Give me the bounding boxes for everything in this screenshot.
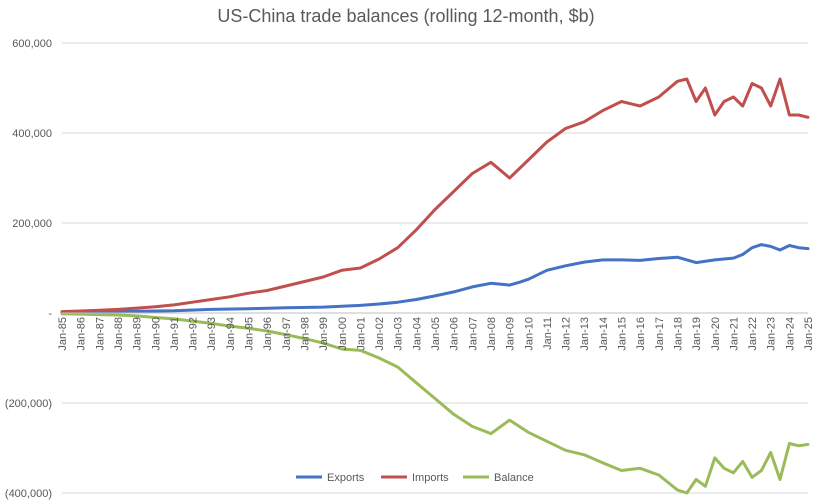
y-axis-ticks: 600,000 400,000 200,000 - (200,000) (400,000) [5, 38, 52, 500]
y-tick-label: 400,000 [12, 128, 52, 140]
legend-label: Exports [327, 472, 365, 484]
x-tick-label: Jan-25 [803, 317, 813, 351]
x-tick-label: Jan-85 [57, 317, 69, 351]
y-tick-label: - [48, 308, 52, 320]
x-tick-label: Jan-99 [318, 317, 330, 351]
x-tick-label: Jan-17 [654, 317, 666, 351]
x-tick-label: Jan-14 [598, 317, 610, 351]
x-tick-label: Jan-05 [430, 317, 442, 351]
x-tick-label: Jan-03 [393, 317, 405, 351]
x-tick-label: Jan-86 [76, 317, 88, 351]
x-tick-label: Jan-95 [244, 317, 256, 351]
y-tick-label: (400,000) [5, 488, 52, 500]
x-tick-label: Jan-12 [561, 317, 573, 351]
legend: Exports Imports Balance [296, 472, 534, 484]
x-tick-label: Jan-22 [747, 317, 759, 351]
x-tick-label: Jan-11 [542, 317, 554, 350]
series-line-exports [60, 243, 810, 314]
x-tick-label: Jan-13 [579, 317, 591, 351]
x-tick-label: Jan-21 [728, 317, 740, 351]
gridlines [62, 42, 808, 494]
legend-label: Balance [494, 472, 534, 484]
x-tick-label: Jan-96 [262, 317, 274, 351]
series-lines [60, 77, 810, 495]
x-tick-label: Jan-24 [784, 317, 796, 351]
x-tick-label: Jan-06 [449, 317, 461, 351]
x-tick-label: Jan-98 [299, 317, 311, 351]
x-tick-label: Jan-07 [467, 317, 479, 351]
x-tick-label: Jan-00 [337, 317, 349, 351]
x-tick-label: Jan-02 [374, 317, 386, 351]
x-tick-label: Jan-15 [617, 317, 629, 351]
x-tick-label: Jan-20 [710, 317, 722, 351]
x-tick-label: Jan-88 [113, 317, 125, 351]
x-axis-ticks: Jan-85 Jan-86 Jan-87 Jan-88 Jan-89 Jan-90 Jan-… [57, 317, 813, 351]
x-tick-label: Jan-01 [355, 317, 367, 351]
x-tick-label: Jan-92 [188, 317, 200, 351]
legend-label: Imports [412, 472, 449, 484]
x-tick-label: Jan-97 [281, 317, 293, 351]
x-tick-label: Jan-08 [486, 317, 498, 351]
y-tick-label: (200,000) [5, 398, 52, 410]
x-tick-label: Jan-94 [225, 317, 237, 351]
x-tick-label: Jan-89 [132, 317, 144, 351]
x-tick-label: Jan-09 [505, 317, 517, 351]
x-tick-label: Jan-23 [766, 317, 778, 351]
x-tick-label: Jan-19 [691, 317, 703, 351]
x-tick-label: Jan-87 [94, 317, 106, 351]
x-tick-label: Jan-16 [635, 317, 647, 351]
x-tick-label: Jan-91 [169, 317, 181, 351]
x-tick-label: Jan-04 [411, 317, 423, 351]
x-tick-label: Jan-90 [150, 317, 162, 351]
x-tick-label: Jan-18 [672, 317, 684, 351]
y-tick-label: 200,000 [12, 218, 52, 230]
x-tick-label: Jan-10 [523, 317, 535, 351]
chart-title: US-China trade balances (rolling 12-mont… [217, 6, 594, 26]
series-line-imports [60, 77, 810, 314]
x-tick-label: Jan-93 [206, 317, 218, 351]
y-tick-label: 600,000 [12, 38, 52, 50]
series-line-balance [60, 312, 810, 495]
